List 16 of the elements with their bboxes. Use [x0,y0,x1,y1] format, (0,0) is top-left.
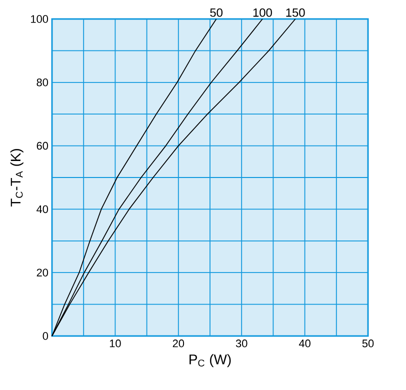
x-tick-label: 30 [236,340,248,348]
x-axis-title: P$_{C}$ (W) [190,354,231,368]
y-tick-label: 60 [36,142,48,150]
x-tick-label: 50 [362,340,374,348]
x-tick-label: 10 [110,340,121,348]
y-tick-label: 40 [36,205,48,214]
y-tick-label: 100 [31,15,48,23]
series-label: 150 [286,8,305,17]
y-tick-label: 20 [36,268,48,276]
y-axis-title: T$_{C}$-T$_{A}$ (K) [10,149,24,207]
series-label: 100 [253,8,272,17]
y-tick-label: 0 [42,332,48,340]
series-label: 50 [210,8,223,17]
x-tick-label: 40 [298,340,310,348]
y-tick-label: 80 [36,78,48,86]
x-tick-label: 20 [172,340,184,348]
